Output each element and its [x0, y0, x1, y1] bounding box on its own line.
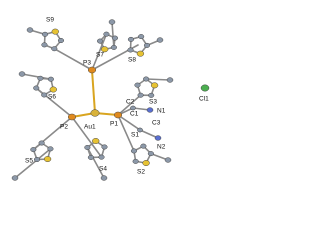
- atom: [103, 31, 110, 37]
- atom-labels: S9 S7 S8 P3 S6 Au1 P2 P1 C2 S3 N1 C1 C3 …: [25, 17, 209, 176]
- atom: [33, 85, 40, 91]
- atom: [98, 154, 105, 160]
- atom: [200, 84, 210, 92]
- atom: [148, 92, 155, 98]
- molecule-diagram: S9 S7 S8 P3 S6 Au1 P2 P1 C2 S3 N1 C1 C3 …: [11, 17, 210, 181]
- atom: [26, 27, 34, 33]
- atom: [140, 143, 147, 149]
- atom: [92, 138, 100, 144]
- atom: [146, 107, 154, 113]
- atom: [41, 42, 48, 48]
- atom-label: S5: [25, 158, 33, 165]
- atom: [154, 135, 162, 141]
- atom-label: S2: [137, 169, 145, 176]
- atom-label: Cl1: [199, 96, 209, 103]
- atom-label: C3: [152, 120, 161, 127]
- atom: [111, 35, 119, 41]
- atom: [47, 146, 54, 152]
- atom: [143, 76, 150, 82]
- bond: [86, 146, 105, 179]
- atom: [130, 105, 136, 111]
- atom: [138, 34, 145, 40]
- atom: [101, 46, 109, 53]
- atom: [134, 82, 141, 88]
- atom-label: P3: [83, 60, 91, 67]
- atom: [143, 42, 151, 48]
- atom-label: S7: [96, 52, 104, 59]
- atom: [30, 147, 37, 153]
- atom: [130, 148, 138, 154]
- atom: [110, 44, 117, 50]
- bond: [32, 116, 73, 151]
- atom: [101, 144, 108, 150]
- atom: [113, 111, 123, 119]
- bond: [117, 114, 135, 152]
- bond: [21, 73, 52, 80]
- bond: [117, 114, 141, 131]
- atom: [137, 127, 143, 133]
- atom-label: Au1: [84, 124, 96, 131]
- atom: [49, 86, 57, 93]
- atom-label: C1: [130, 111, 139, 118]
- atom-label: N1: [157, 108, 166, 115]
- bond: [91, 69, 96, 114]
- bond: [14, 148, 52, 179]
- atom: [84, 144, 91, 150]
- bond: [139, 129, 159, 139]
- atom: [57, 38, 65, 43]
- atom: [132, 158, 139, 164]
- bond: [71, 116, 103, 158]
- bond: [35, 87, 73, 118]
- atom: [108, 19, 116, 25]
- atoms: [11, 19, 210, 181]
- atom-label: S3: [149, 99, 157, 106]
- atom: [51, 46, 58, 52]
- atom-label: S4: [99, 166, 107, 173]
- atom-label: P1: [110, 121, 118, 128]
- atom: [38, 140, 45, 146]
- atom: [37, 75, 44, 81]
- atom: [150, 82, 159, 89]
- atom: [18, 71, 26, 77]
- atom-label: C2: [126, 99, 135, 106]
- atom: [127, 36, 135, 42]
- atom: [43, 156, 52, 163]
- atom: [47, 76, 54, 82]
- atom-label: P2: [60, 124, 68, 131]
- atom: [41, 31, 49, 37]
- atom: [164, 157, 172, 163]
- atom: [97, 38, 104, 44]
- atom: [142, 160, 150, 166]
- atom: [11, 175, 19, 181]
- atom-label: S6: [48, 94, 56, 101]
- bond: [111, 21, 115, 49]
- bond: [145, 78, 171, 81]
- atom: [166, 77, 174, 83]
- atom: [67, 113, 77, 121]
- atom: [87, 66, 97, 74]
- atom: [156, 37, 164, 43]
- atom-label: S1: [131, 132, 139, 139]
- atom-label: S9: [46, 17, 54, 24]
- atom: [137, 92, 144, 98]
- atom: [90, 109, 100, 117]
- atom: [51, 28, 59, 35]
- atom: [87, 154, 94, 160]
- atom: [33, 157, 41, 162]
- atom: [127, 47, 134, 53]
- bond: [117, 94, 142, 116]
- atom: [136, 50, 145, 57]
- atom-label: S8: [128, 57, 136, 64]
- atom: [147, 151, 154, 157]
- atom: [100, 175, 108, 181]
- bond: [53, 47, 93, 71]
- atom-label: N2: [157, 144, 166, 151]
- atom: [41, 92, 48, 98]
- bond: [91, 33, 108, 71]
